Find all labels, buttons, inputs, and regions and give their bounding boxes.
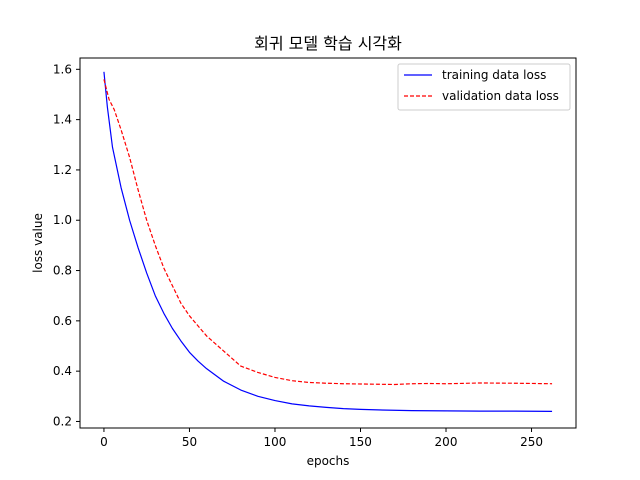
y-tick-label: 0.2	[53, 414, 72, 428]
y-tick-label: 1.0	[53, 213, 72, 227]
x-tick-label: 250	[520, 435, 543, 449]
plot-frame	[79, 57, 577, 429]
series-line-validation	[103, 79, 553, 386]
legend: training data loss validation data loss	[397, 63, 571, 111]
legend-label-validation: validation data loss	[442, 89, 559, 103]
axes-ticks: 0 50 100 150 200 250 0.2 0.4 0.6 0.8 1.0 1.2 1.4 1.6	[53, 62, 543, 449]
y-tick-label: 1.2	[53, 163, 72, 177]
y-axis-label: loss value	[31, 213, 45, 273]
y-tick-label: 0.6	[53, 314, 72, 328]
x-tick-label: 100	[264, 435, 287, 449]
x-tick-label: 200	[435, 435, 458, 449]
x-tick-label: 150	[349, 435, 372, 449]
plot-area	[103, 71, 553, 412]
legend-label-training: training data loss	[442, 68, 546, 82]
legend-box	[397, 63, 571, 111]
y-tick-label: 0.4	[53, 364, 72, 378]
chart-title: 회귀 모델 학습 시각화	[254, 34, 402, 53]
x-tick-label: 50	[182, 435, 197, 449]
y-tick-label: 0.8	[53, 264, 72, 278]
x-axis-label: epochs	[307, 454, 350, 468]
series-line-training	[103, 71, 553, 412]
x-tick-label: 0	[100, 435, 108, 449]
y-tick-label: 1.6	[53, 62, 72, 76]
y-tick-label: 1.4	[53, 113, 72, 127]
